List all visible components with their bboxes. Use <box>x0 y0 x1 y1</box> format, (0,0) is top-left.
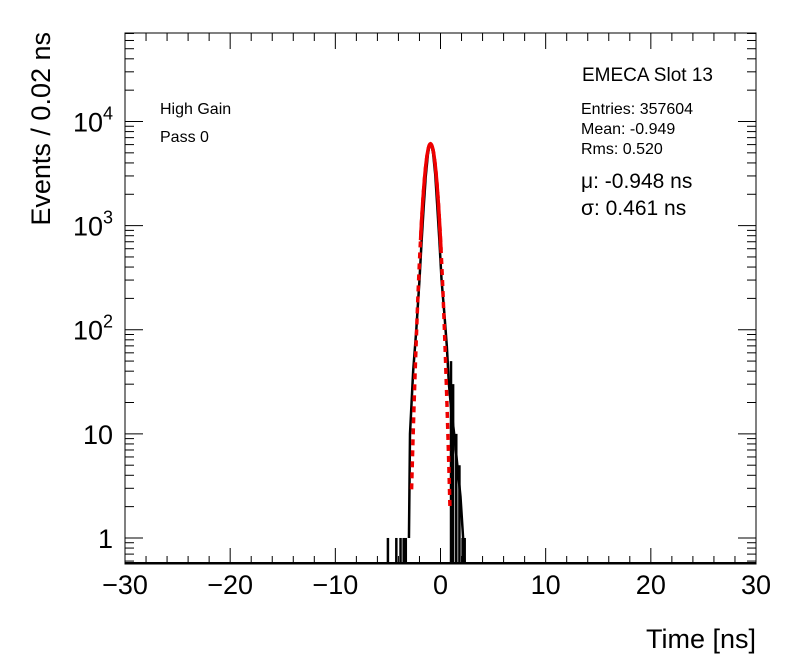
stats-rms: Rms: 0.520 <box>581 141 663 158</box>
y-tick-label: 10 <box>83 420 113 450</box>
y-tick-exponent: 3 <box>103 208 113 228</box>
y-tick-base: 10 <box>73 212 103 242</box>
fit-mu: μ: -0.948 ns <box>581 170 692 193</box>
y-tick-label: 104 <box>73 104 113 138</box>
x-tick-label: 0 <box>433 570 448 600</box>
x-tick-label: −20 <box>207 570 253 600</box>
x-tick-label: −30 <box>102 570 148 600</box>
y-tick-label: 1 <box>98 524 113 554</box>
stats-mean: Mean: -0.949 <box>581 121 675 138</box>
y-tick-base: 10 <box>73 108 103 138</box>
x-tick-label: 10 <box>531 570 561 600</box>
y-tick-label: 102 <box>73 312 113 346</box>
x-axis-label: Time [ns] <box>646 624 756 654</box>
stats-entries: Entries: 357604 <box>581 101 693 118</box>
fit-sigma: σ: 0.461 ns <box>581 197 686 220</box>
x-tick-label: 20 <box>636 570 666 600</box>
y-tick-base: 10 <box>73 316 103 346</box>
legend-pass: Pass 0 <box>160 129 209 146</box>
x-tick-label: 30 <box>741 570 771 600</box>
legend-high-gain: High Gain <box>160 101 231 118</box>
y-tick-exponent: 4 <box>103 104 113 124</box>
gaussian-fit-solid <box>418 142 443 250</box>
y-tick-label: 103 <box>73 208 113 242</box>
y-tick-exponent: 2 <box>103 312 113 332</box>
x-tick-label: −10 <box>312 570 358 600</box>
chart-title: EMECA Slot 13 <box>582 65 713 86</box>
y-axis-label: Events / 0.02 ns <box>26 32 56 226</box>
